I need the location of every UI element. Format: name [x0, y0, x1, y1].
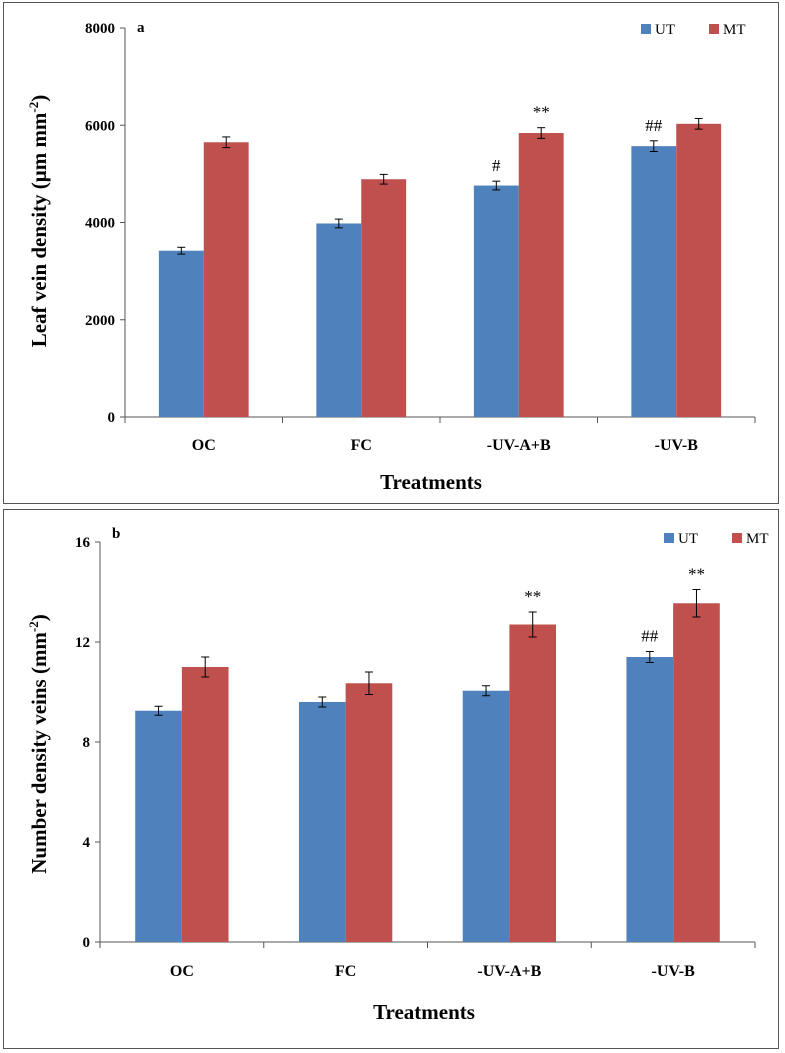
bar-ut [631, 146, 677, 417]
bar-ut [316, 223, 362, 417]
y-tick-label: 2000 [85, 313, 115, 329]
legend-label-mt: MT [746, 531, 769, 547]
bar-ut [135, 710, 182, 942]
significance-mark: ** [524, 587, 541, 606]
bar-ut [473, 185, 519, 417]
bar-mt [676, 123, 722, 417]
significance-mark: ## [645, 116, 663, 135]
y-tick-label: 0 [83, 935, 91, 951]
y-tick-label: 6000 [85, 118, 115, 134]
y-tick-label: 4000 [85, 216, 115, 232]
bar-mt [518, 133, 564, 417]
significance-mark: ** [688, 565, 705, 584]
bar-mt [181, 667, 229, 942]
y-tick-label: 0 [108, 410, 116, 426]
legend-swatch-ut [664, 533, 674, 543]
bar-mt [509, 624, 557, 942]
x-axis-title: Treatments [380, 470, 482, 494]
x-axis-title: Treatments [373, 1000, 475, 1024]
bar-ut [298, 702, 346, 942]
category-label: -UV-A+B [487, 437, 551, 454]
bar-ut [626, 657, 674, 942]
legend-label-ut: UT [655, 22, 675, 38]
panel-label: b [112, 526, 120, 542]
category-label: OC [192, 437, 216, 454]
category-label: FC [351, 437, 372, 454]
legend-label-mt: MT [723, 22, 746, 38]
legend-swatch-mt [732, 533, 742, 543]
y-tick-label: 8 [83, 735, 91, 751]
y-axis-title: Number density veins (mm-2) [26, 614, 51, 874]
significance-mark: # [492, 156, 501, 175]
chart-panel-b: 0 4 8 12 16 OC FC -UV-A+B -UV-B ** ## ** b UT MT Treatm… [3, 509, 779, 1049]
bar-mt [361, 179, 407, 417]
significance-mark: ** [533, 103, 550, 122]
bar-mt [673, 603, 720, 942]
category-label: -UV-B [652, 963, 696, 980]
bar-mt [345, 683, 393, 942]
bar-ut [462, 690, 510, 942]
category-label: OC [170, 963, 194, 980]
chart-panel-a: 0 2000 4000 6000 8000 OC FC -UV-A+B -UV-B # ** ## a U… [3, 2, 779, 504]
significance-mark: ## [641, 627, 659, 646]
bar-ut [158, 250, 204, 417]
category-label: FC [335, 963, 356, 980]
legend-label-ut: UT [678, 531, 698, 547]
y-tick-label: 12 [75, 635, 90, 651]
bar-mt [203, 142, 249, 418]
y-tick-label: 16 [75, 535, 91, 551]
legend-swatch-ut [641, 24, 651, 34]
y-tick-label: 4 [83, 835, 91, 851]
legend-swatch-mt [709, 24, 719, 34]
leaf-vein-density-chart: 0 2000 4000 6000 8000 OC FC -UV-A+B -UV-B # ** ## a U… [26, 20, 756, 494]
category-label: -UV-B [655, 437, 699, 454]
category-label: -UV-A+B [477, 963, 541, 980]
number-density-veins-chart: 0 4 8 12 16 OC FC -UV-A+B -UV-B ** ## ** b UT MT Treatm… [26, 526, 769, 1024]
y-axis-title: Leaf vein density (μm mm-2) [26, 95, 51, 348]
y-tick-label: 8000 [85, 21, 115, 37]
panel-label: a [137, 20, 145, 36]
